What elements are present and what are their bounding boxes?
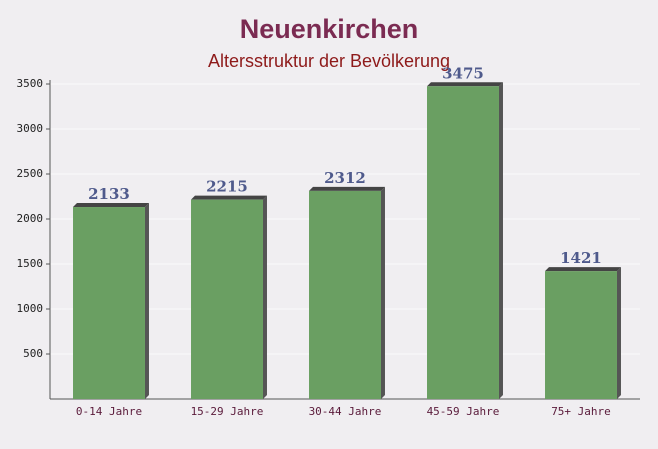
bar — [309, 190, 381, 399]
chart-title: Neuenkirchen — [240, 14, 419, 44]
value-label: 2215 — [206, 178, 248, 196]
bar-shadow — [616, 267, 621, 399]
bar-shadow — [380, 186, 385, 399]
value-label: 3475 — [442, 64, 484, 82]
value-label: 2133 — [88, 185, 130, 203]
chart-subtitle: Altersstruktur der Bevölkerung — [208, 51, 450, 71]
x-tick-label: 75+ Jahre — [551, 405, 611, 418]
x-tick-label: 45-59 Jahre — [427, 405, 500, 418]
y-tick-label: 1500 — [17, 257, 44, 270]
bar-shadow — [144, 203, 149, 399]
bar-top — [73, 203, 149, 208]
y-tick-label: 3000 — [17, 122, 44, 135]
bar-top — [309, 186, 385, 191]
bar-top — [427, 82, 503, 87]
x-tick-label: 0-14 Jahre — [76, 405, 142, 418]
bar-top — [545, 267, 621, 272]
bar-shadow — [262, 195, 267, 399]
y-tick-label: 2000 — [17, 212, 44, 225]
bar — [545, 271, 617, 399]
bar — [427, 86, 499, 399]
y-tick-label: 1000 — [17, 302, 44, 315]
y-tick-label: 500 — [23, 347, 43, 360]
value-label: 2312 — [324, 169, 366, 187]
bar — [191, 199, 263, 399]
value-label: 1421 — [560, 249, 602, 267]
bar-top — [191, 195, 267, 200]
y-tick-label: 3500 — [17, 77, 44, 90]
y-tick-label: 2500 — [17, 167, 44, 180]
x-tick-label: 30-44 Jahre — [309, 405, 382, 418]
bar-shadow — [498, 82, 503, 399]
bar — [73, 207, 145, 399]
x-tick-label: 15-29 Jahre — [191, 405, 264, 418]
